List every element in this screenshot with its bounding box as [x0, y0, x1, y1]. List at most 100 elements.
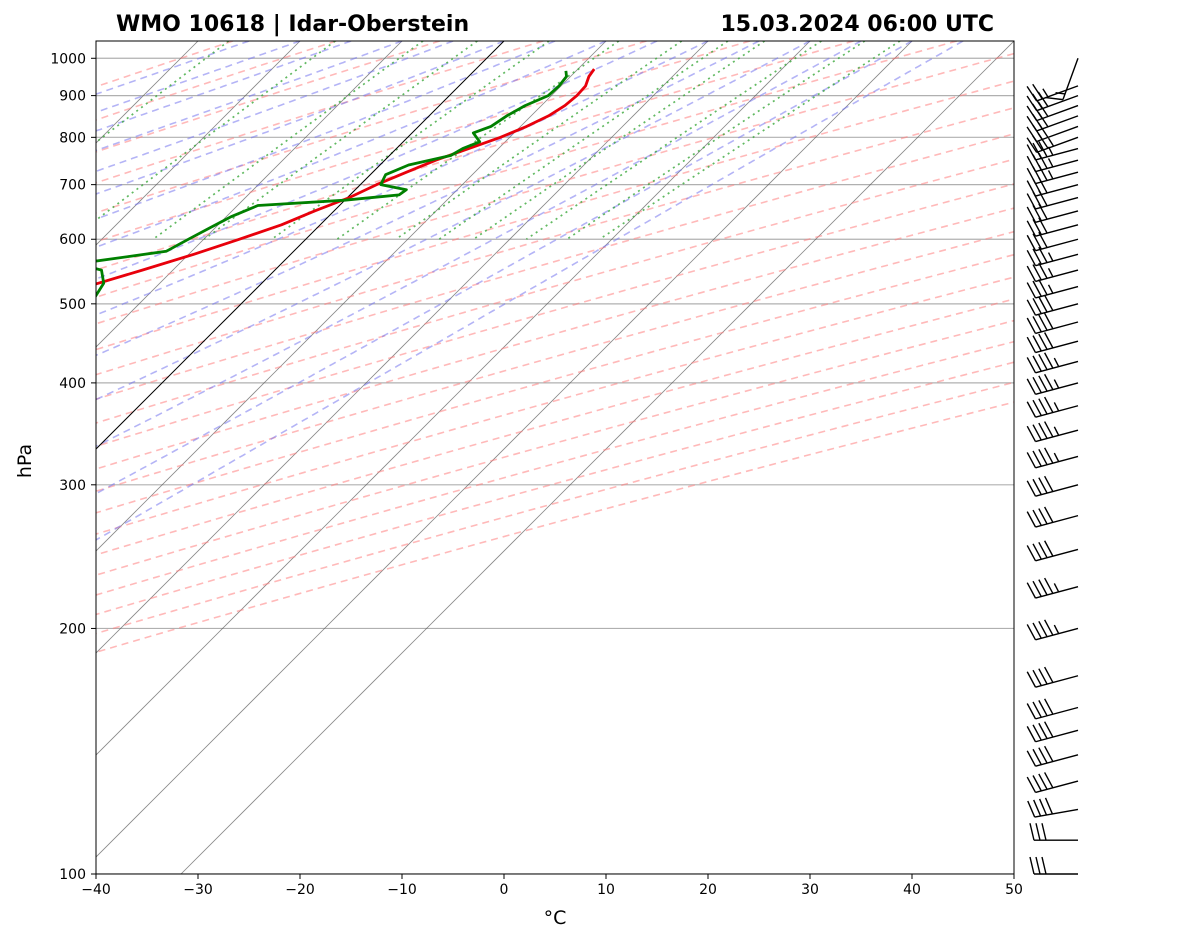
dewpoint-profile-line — [96, 70, 568, 298]
wind-barb-staff — [1035, 210, 1079, 223]
wind-barb-staff — [1035, 183, 1079, 197]
mixing-ratio-line — [566, 41, 866, 240]
wind-barb-flag — [1044, 721, 1054, 738]
wind-barb-flag — [1026, 357, 1037, 374]
wind-barb-flag — [1026, 206, 1037, 223]
wind-barb — [1026, 619, 1079, 641]
wind-barb-flag — [1044, 447, 1054, 464]
wind-barb-flag — [1038, 231, 1048, 248]
y-tick-label: 300 — [59, 478, 86, 494]
wind-barb-flag — [1032, 450, 1042, 467]
x-tick-label: −20 — [285, 882, 315, 898]
zero-isotherm-line — [96, 41, 505, 450]
wind-barb-flag — [1037, 111, 1049, 128]
dry-adiabat-line — [96, 41, 751, 243]
wind-barb-flag — [1038, 700, 1048, 717]
moist-adiabat-line — [96, 41, 811, 401]
isotherm-line — [180, 41, 1014, 874]
wind-barb — [1026, 577, 1079, 599]
wind-barb-staff — [1036, 94, 1079, 112]
moist-adiabat-line — [96, 41, 454, 173]
wind-barb-staff — [1035, 405, 1079, 418]
y-tick-label: 100 — [59, 867, 86, 883]
x-tick-label: −10 — [387, 882, 417, 898]
mixing-ratio-line — [152, 41, 424, 240]
wind-barb-flag — [1038, 296, 1048, 313]
wind-barb — [1026, 133, 1079, 154]
wind-barb-flag — [1038, 477, 1048, 494]
wind-barb-half-flag — [1047, 137, 1055, 147]
wind-barb-flag — [1027, 800, 1036, 818]
moist-adiabat-line — [96, 41, 964, 541]
moist-adiabat-line — [96, 41, 505, 195]
wind-barb-flag — [1044, 772, 1054, 789]
wind-barb-staff — [1035, 382, 1079, 395]
wind-barb-flag — [1038, 203, 1048, 220]
wind-barb — [1026, 152, 1079, 173]
wind-barb-flag — [1026, 703, 1037, 720]
wind-barb-half-flag — [1047, 170, 1054, 180]
isotherm-grid — [96, 41, 1014, 874]
wind-barb-staff — [1035, 706, 1079, 720]
chart-title-station: WMO 10618 | Idar-Oberstein — [116, 12, 469, 37]
wind-barb-flag — [1044, 506, 1054, 523]
wind-barb-flag — [1037, 133, 1049, 149]
wind-barb-staff — [1035, 514, 1079, 528]
wind-barb-flag — [1044, 698, 1054, 715]
dry-adiabat-line — [96, 80, 1014, 351]
dry-adiabat-line — [96, 41, 958, 299]
isotherm-line — [96, 41, 301, 246]
wind-barb-flag — [1026, 220, 1037, 237]
wind-barb-flag — [1038, 152, 1048, 169]
wind-barb-flag — [1032, 775, 1042, 792]
wind-barb-staff — [1036, 115, 1079, 132]
y-tick-label: 900 — [59, 89, 86, 105]
wind-barb-flag — [1038, 279, 1048, 296]
wind-barb-flag — [1026, 137, 1038, 153]
wind-barb-flag — [1026, 726, 1037, 743]
wind-barb-flag — [1038, 668, 1048, 685]
wind-barb-flag — [1032, 509, 1042, 526]
wind-barb-flag — [1038, 798, 1048, 816]
wind-barb-flag — [1032, 355, 1042, 372]
wind-barb — [1026, 177, 1079, 197]
y-tick-label: 600 — [59, 232, 86, 248]
wind-barb-half-flag — [1047, 146, 1054, 156]
wind-barb-staff — [1036, 125, 1079, 143]
wind-barb-flag — [1032, 543, 1042, 560]
wind-barb — [1026, 396, 1079, 418]
wind-barb — [1026, 506, 1079, 528]
wind-barb-flag — [1026, 545, 1037, 562]
mixing-ratio-line — [96, 41, 230, 144]
wind-barb-flag — [1044, 294, 1054, 311]
wind-barb — [1026, 475, 1079, 497]
moist-adiabat-line — [96, 41, 913, 495]
wind-barb-staff — [1035, 754, 1079, 767]
moist-adiabat-line — [96, 41, 403, 152]
wind-barb-staff — [1035, 780, 1079, 794]
dry-adiabats — [96, 41, 1014, 654]
dry-adiabat-line — [96, 401, 1014, 654]
wind-barb — [1026, 421, 1079, 443]
y-tick-label: 1000 — [50, 51, 86, 67]
wind-barb-flag — [1032, 316, 1042, 333]
wind-barb — [1029, 856, 1078, 875]
moist-adiabats — [96, 41, 964, 541]
wind-barb-flag — [1035, 856, 1041, 875]
wind-barb-flag — [1032, 622, 1042, 639]
wind-barb-flag — [1026, 299, 1037, 316]
wind-barb-flag — [1038, 246, 1048, 263]
wind-barb-half-flag — [1053, 583, 1060, 593]
wind-barb — [1026, 217, 1079, 237]
wind-barb — [1026, 352, 1079, 374]
wind-barb — [1026, 262, 1079, 283]
isotherm-line — [96, 41, 709, 654]
mixing-ratio-line — [525, 41, 822, 240]
wind-barb-half-flag — [1053, 452, 1060, 462]
dry-adiabat-line — [96, 319, 1014, 576]
mixing-ratio-line — [599, 41, 901, 240]
wind-barb-staff — [1062, 58, 1079, 100]
wind-barb — [1026, 447, 1079, 469]
x-tick-label: 30 — [801, 882, 819, 898]
wind-barb-half-flag — [1047, 284, 1054, 294]
